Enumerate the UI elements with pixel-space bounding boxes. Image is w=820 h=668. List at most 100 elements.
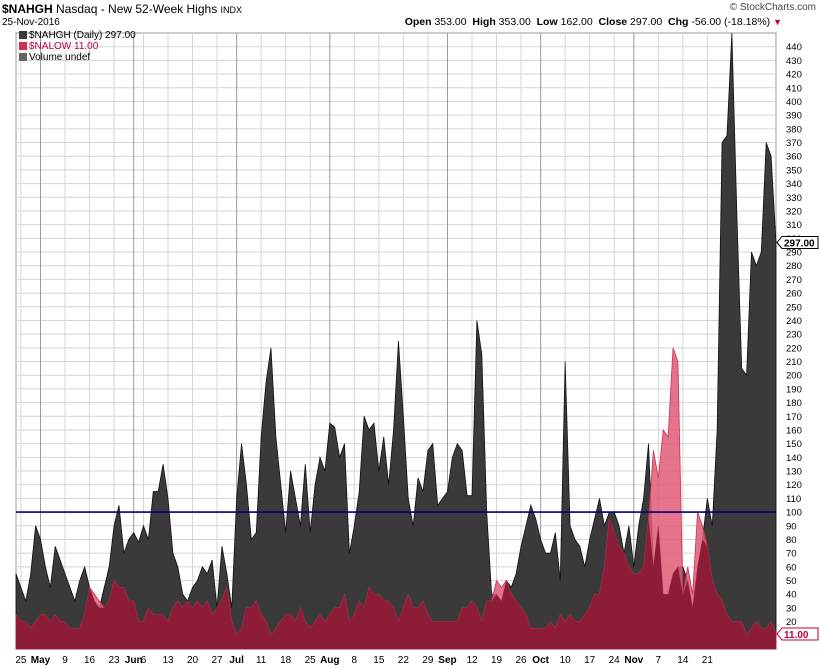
y-tick-label: 320 bbox=[786, 206, 802, 217]
y-tick-label: 220 bbox=[786, 343, 802, 354]
last-value-labels: 297.00 11.00 bbox=[776, 235, 819, 641]
x-tick-label: 12 bbox=[466, 655, 478, 666]
x-tick-label: 8 bbox=[352, 655, 358, 666]
y-tick-label: 260 bbox=[786, 289, 802, 300]
y-tick-label: 100 bbox=[786, 508, 802, 519]
high-label: High bbox=[472, 16, 496, 28]
low-value: 162.00 bbox=[560, 16, 593, 28]
x-tick-label: May bbox=[31, 655, 51, 666]
y-tick-label: 210 bbox=[786, 357, 802, 368]
y-tick-label: 160 bbox=[786, 425, 802, 436]
y-tick-label: 360 bbox=[786, 152, 802, 163]
x-tick-label: 18 bbox=[280, 655, 292, 666]
symbol-title: $NAHGH Nasdaq - New 52-Week Highs INDX bbox=[2, 2, 242, 16]
last-value-marker bbox=[776, 235, 819, 249]
y-tick-label: 200 bbox=[786, 371, 802, 382]
y-tick-label: 430 bbox=[786, 56, 802, 67]
y-tick-label: 30 bbox=[786, 603, 797, 614]
highs-swatch-icon bbox=[19, 31, 27, 39]
symbol: $NAHGH bbox=[2, 2, 53, 16]
x-tick-label: 13 bbox=[162, 655, 174, 666]
down-triangle-icon: ▼ bbox=[773, 17, 782, 27]
last-value-marker bbox=[776, 627, 819, 641]
open-label: Open bbox=[404, 16, 432, 28]
y-tick-label: 150 bbox=[786, 439, 802, 450]
y-tick-label: 440 bbox=[786, 42, 802, 53]
x-tick-label: 25 bbox=[15, 655, 27, 666]
x-tick-label: Oct bbox=[532, 655, 549, 666]
legend-item-volume: Volume undef bbox=[19, 52, 136, 63]
y-tick-label: 390 bbox=[786, 111, 802, 122]
y-tick-label: 20 bbox=[786, 617, 797, 628]
x-tick-label: Jun bbox=[125, 655, 143, 666]
lows-swatch-icon bbox=[19, 42, 27, 50]
x-tick-label: 26 bbox=[515, 655, 527, 666]
symbol-description: Nasdaq - New 52-Week Highs bbox=[56, 2, 218, 16]
y-tick-label: 350 bbox=[786, 165, 802, 176]
y-tick-label: 340 bbox=[786, 179, 802, 190]
x-tick-label: 21 bbox=[702, 655, 714, 666]
y-tick-label: 110 bbox=[786, 494, 801, 505]
y-tick-label: 400 bbox=[786, 97, 802, 108]
y-tick-label: 70 bbox=[786, 549, 797, 560]
y-tick-label: 420 bbox=[786, 70, 802, 81]
y-tick-label: 310 bbox=[786, 220, 802, 231]
y-tick-label: 140 bbox=[786, 453, 802, 464]
y-tick-label: 40 bbox=[786, 590, 797, 601]
x-tick-label: 17 bbox=[584, 655, 596, 666]
close-value: 297.00 bbox=[630, 16, 663, 28]
high-value: 353.00 bbox=[498, 16, 531, 28]
x-tick-label: 9 bbox=[62, 655, 68, 666]
ohlc-readout: Open 353.00 High 353.00 Low 162.00 Close… bbox=[405, 16, 782, 28]
y-tick-label: 380 bbox=[786, 124, 802, 135]
legend-label-volume: Volume undef bbox=[29, 52, 91, 63]
y-tick-label: 290 bbox=[786, 248, 802, 259]
x-tick-label: Sep bbox=[438, 655, 456, 666]
x-tick-label: 7 bbox=[656, 655, 662, 666]
x-tick-label: 29 bbox=[422, 655, 434, 666]
x-tick-label: 15 bbox=[373, 655, 385, 666]
open-value: 353.00 bbox=[434, 16, 467, 28]
legend-label-lows: $NALOW 11.00 bbox=[29, 41, 99, 52]
x-tick-label: Jul bbox=[229, 655, 244, 666]
series-areas bbox=[15, 32, 777, 650]
x-tick-label: Aug bbox=[320, 655, 339, 666]
chart-date: 25-Nov-2016 bbox=[2, 17, 60, 28]
y-tick-label: 170 bbox=[786, 412, 802, 423]
x-tick-label: 20 bbox=[187, 655, 199, 666]
y-tick-label: 280 bbox=[786, 261, 802, 272]
copyright[interactable]: © StockCharts.com bbox=[729, 2, 816, 13]
y-tick-label: 250 bbox=[786, 302, 802, 313]
y-tick-label: 180 bbox=[786, 398, 802, 409]
x-tick-label: 24 bbox=[609, 655, 621, 666]
y-tick-label: 270 bbox=[786, 275, 802, 286]
x-tick-label: 27 bbox=[211, 655, 223, 666]
volume-swatch-icon bbox=[19, 53, 27, 61]
x-tick-label: 14 bbox=[677, 655, 689, 666]
y-tick-label: 240 bbox=[786, 316, 802, 327]
y-tick-label: 230 bbox=[786, 330, 802, 341]
x-tick-label: 22 bbox=[398, 655, 410, 666]
x-tick-label: 19 bbox=[491, 655, 503, 666]
y-tick-label: 410 bbox=[786, 83, 802, 94]
x-tick-label: 16 bbox=[84, 655, 96, 666]
last-value-label: 297.00 bbox=[784, 238, 815, 249]
y-tick-label: 50 bbox=[786, 576, 797, 587]
y-tick-label: 130 bbox=[786, 467, 802, 478]
legend-item-lows: $NALOW 11.00 bbox=[19, 41, 136, 52]
legend: $NAHGH (Daily) 297.00 $NALOW 11.00 Volum… bbox=[19, 30, 136, 63]
y-tick-label: 120 bbox=[786, 480, 802, 491]
legend-item-highs: $NAHGH (Daily) 297.00 bbox=[19, 30, 136, 41]
close-label: Close bbox=[598, 16, 628, 28]
x-tick-label: 11 bbox=[256, 655, 267, 666]
chg-value: -56.00 (-18.18%) bbox=[691, 16, 771, 28]
x-tick-label: 10 bbox=[560, 655, 572, 666]
x-tick-label: Nov bbox=[624, 655, 643, 666]
chg-label: Chg bbox=[668, 16, 689, 28]
y-tick-label: 80 bbox=[786, 535, 797, 546]
y-tick-label: 90 bbox=[786, 521, 797, 532]
last-value-label: 11.00 bbox=[784, 630, 809, 641]
y-tick-label: 60 bbox=[786, 562, 797, 573]
x-tick-label: 23 bbox=[109, 655, 121, 666]
